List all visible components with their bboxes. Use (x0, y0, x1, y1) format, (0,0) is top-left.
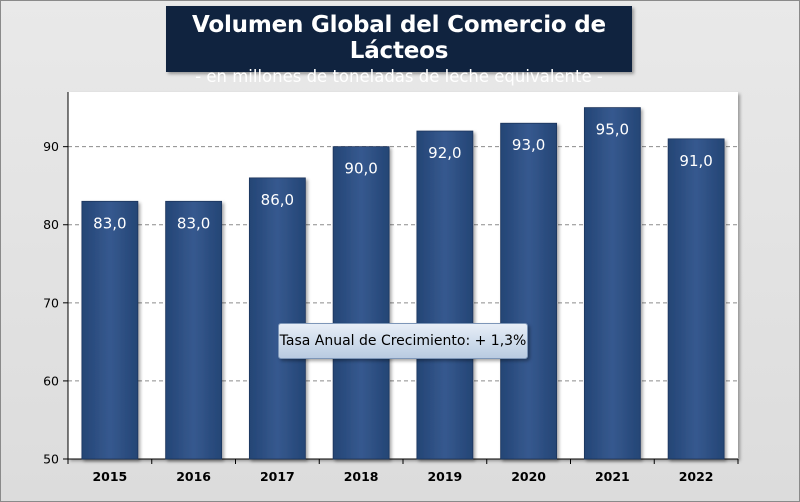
x-tick-label: 2015 (92, 469, 127, 484)
data-label: 91,0 (679, 152, 712, 170)
y-tick-label: 80 (43, 217, 59, 232)
bar-2019 (416, 130, 474, 460)
data-label: 90,0 (344, 160, 377, 178)
data-label: 93,0 (512, 136, 545, 154)
bar-2015 (81, 200, 139, 460)
y-tick-label: 90 (43, 139, 59, 154)
x-tick-label: 2017 (260, 469, 295, 484)
bar-2021 (583, 107, 641, 460)
x-tick-label: 2019 (427, 469, 462, 484)
x-tick-label: 2018 (344, 469, 379, 484)
y-tick-label: 60 (43, 373, 59, 388)
x-tick-label: 2021 (595, 469, 630, 484)
x-tick-label: 2020 (511, 469, 546, 484)
y-tick-label: 50 (43, 452, 59, 467)
data-label: 95,0 (596, 121, 629, 139)
bar-2017 (248, 177, 306, 460)
bar-2018 (332, 146, 390, 460)
bars (81, 107, 725, 460)
bar-2020 (500, 122, 558, 460)
bar-2022 (667, 138, 725, 460)
bar-2016 (165, 200, 223, 460)
labels: 83,0 2015 83,0 2016 86,0 2017 90,0 2018 92,0 2019… (92, 121, 713, 484)
data-label: 92,0 (428, 144, 461, 162)
x-tick-label: 2022 (679, 469, 714, 484)
chart-title: Volumen Global del Comercio de Lácteos (192, 12, 606, 64)
chart-title-box: Volumen Global del Comercio de Lácteos -… (166, 6, 632, 86)
chart-subtitle: - en millones de toneladas de leche equi… (195, 67, 603, 86)
data-label: 83,0 (177, 214, 210, 232)
data-label: 83,0 (93, 214, 126, 232)
data-label: 86,0 (261, 191, 294, 209)
growth-rate-annotation: Tasa Anual de Crecimiento: + 1,3% (278, 323, 528, 359)
y-tick-label: 70 (43, 295, 59, 310)
x-tick-label: 2016 (176, 469, 211, 484)
